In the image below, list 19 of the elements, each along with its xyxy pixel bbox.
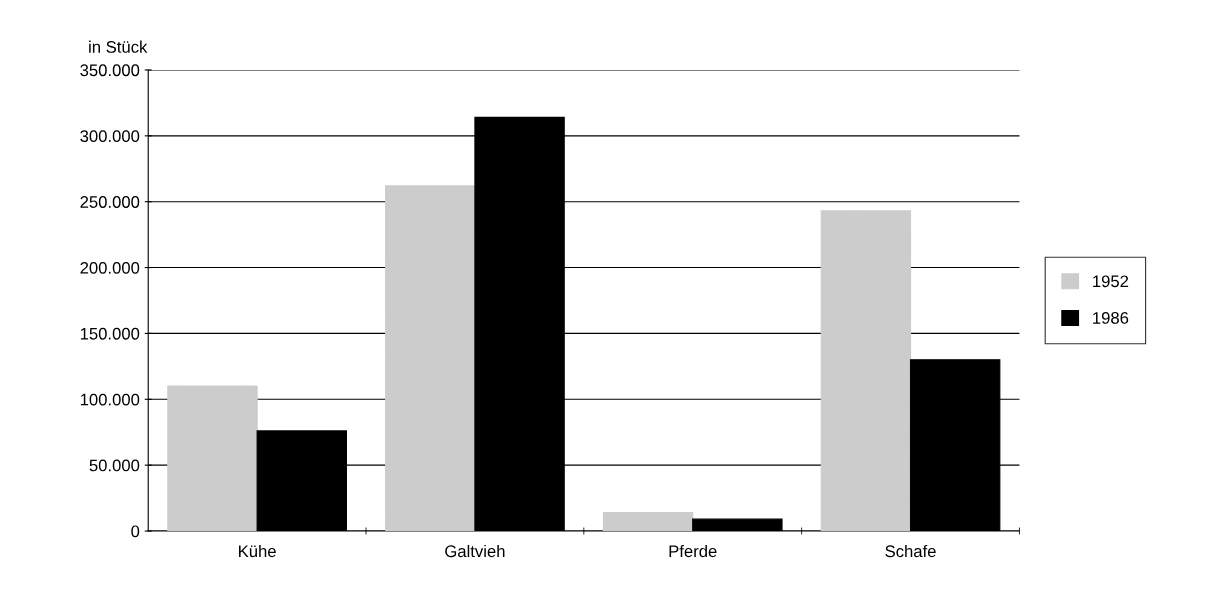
y-tick-label: 250.000 [80,196,140,208]
y-tick-label: 300.000 [80,130,140,143]
bar [385,185,476,532]
legend-label: 1986 [1093,312,1129,324]
legend-label: 1952 [1093,275,1129,288]
y-tick-label: 200.000 [80,261,140,274]
bar [820,210,912,532]
y-tick-label: 100.000 [80,393,140,406]
x-tick-label: Kühe [239,544,276,558]
x-tick-label: Schafe [885,544,936,558]
bar [167,385,258,532]
y-tick-label: 150.000 [80,327,140,340]
y-tick-label: 0 [131,525,140,538]
y-tick-label: 50.000 [89,459,140,472]
y-tick-label: 350.000 [80,64,140,77]
x-tick-label: Pferde [669,544,717,558]
bar [602,512,694,532]
y-axis-title: in Stück [89,40,148,53]
x-tick-label: Galtvieh [445,544,505,558]
